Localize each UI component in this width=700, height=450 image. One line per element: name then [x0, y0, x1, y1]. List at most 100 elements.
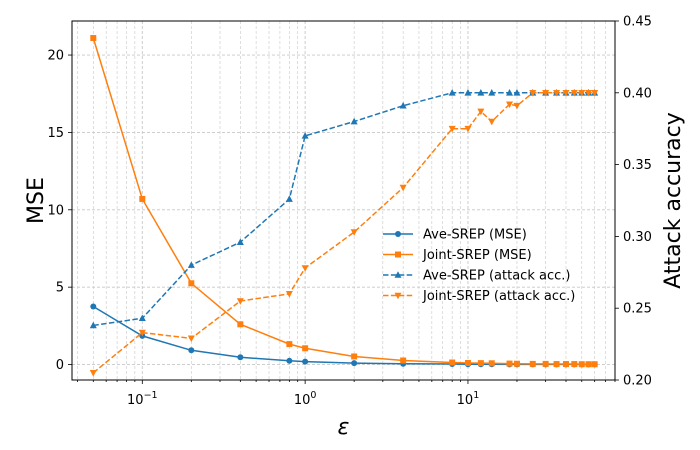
data-point	[301, 132, 309, 139]
legend-item: Ave-SREP (attack acc.)	[383, 269, 570, 284]
data-point	[553, 90, 561, 97]
data-point	[351, 360, 358, 367]
data-point	[448, 125, 456, 133]
data-point	[351, 353, 358, 360]
series-4	[89, 90, 599, 377]
data-point	[529, 360, 536, 367]
data-point	[90, 35, 97, 42]
data-point	[399, 101, 407, 109]
data-point	[286, 357, 293, 364]
data-point	[562, 361, 569, 368]
data-point	[350, 229, 358, 236]
data-point	[187, 261, 195, 268]
x-tick-label: 100	[294, 390, 317, 408]
data-point	[188, 280, 195, 287]
grid	[72, 21, 616, 380]
series-layer	[89, 35, 599, 377]
y-tick-label-left: 20	[47, 49, 64, 64]
data-point	[464, 125, 472, 133]
data-point	[301, 265, 309, 272]
data-point	[529, 90, 537, 97]
data-point	[488, 360, 495, 367]
data-point	[237, 321, 244, 328]
data-point	[585, 361, 592, 368]
data-point	[553, 361, 560, 368]
data-point	[138, 314, 146, 322]
data-point	[448, 89, 456, 96]
data-point	[506, 89, 514, 96]
y-tick-label-right: 0.45	[623, 15, 652, 30]
data-point	[477, 89, 485, 96]
series-line	[93, 92, 595, 327]
data-point	[513, 102, 521, 110]
legend-label: Joint-SREP (MSE)	[422, 248, 532, 263]
data-point	[578, 361, 585, 368]
data-point	[591, 90, 599, 97]
data-point	[399, 184, 407, 192]
series-3	[89, 89, 599, 329]
legend-marker	[395, 231, 401, 237]
data-point	[513, 89, 521, 96]
data-point	[302, 358, 309, 365]
legend-label: Joint-SREP (attack acc.)	[422, 289, 575, 304]
y-tick-label-right: 0.20	[623, 374, 652, 389]
data-point	[506, 101, 514, 109]
data-point	[89, 370, 97, 377]
data-point	[449, 359, 456, 366]
y-tick-label-right: 0.25	[623, 302, 652, 317]
data-point	[285, 195, 293, 202]
data-point	[188, 347, 195, 354]
series-line	[92, 37, 595, 365]
data-point	[400, 357, 407, 364]
y-tick-label-right: 0.35	[623, 158, 652, 173]
data-point	[350, 117, 358, 125]
legend-item: Joint-SREP (attack acc.)	[383, 289, 575, 304]
data-point	[187, 335, 195, 343]
x-tick-label: 10−1	[127, 390, 158, 408]
data-point	[464, 89, 472, 96]
data-point	[138, 329, 146, 337]
x-axis-title: ε	[338, 415, 350, 440]
data-point	[464, 359, 471, 366]
data-point	[302, 345, 309, 352]
y-axis-title-right: Attack accuracy	[661, 112, 686, 288]
data-point	[89, 321, 97, 329]
x-tick-label: 101	[457, 390, 480, 408]
data-point	[585, 90, 593, 97]
y-tick-label-left: 15	[47, 126, 64, 141]
data-point	[506, 360, 513, 367]
legend: Ave-SREP (MSE) Joint-SREP (MSE) Ave-SREP (…	[383, 228, 575, 304]
y-tick-label-left: 10	[47, 203, 64, 218]
data-point	[542, 360, 549, 367]
data-point	[477, 360, 484, 367]
data-point	[513, 360, 520, 367]
data-point	[90, 303, 97, 310]
data-point	[488, 118, 496, 126]
y-axis-title-left: MSE	[24, 177, 49, 224]
axes: 0 5 10 15 20 0.20 0.25 0.30 0.35 0.40 0.45 10−1 100 1…	[47, 15, 652, 409]
series-2	[90, 35, 598, 368]
data-point	[570, 90, 578, 97]
data-point	[236, 298, 244, 305]
series-line	[92, 92, 595, 374]
legend-label: Ave-SREP (attack acc.)	[423, 269, 570, 284]
data-point	[285, 291, 293, 298]
data-point	[236, 238, 244, 245]
data-point	[237, 354, 244, 361]
data-point	[488, 89, 496, 96]
plot-frame	[71, 20, 616, 381]
y-tick-label-left: 5	[56, 281, 64, 296]
legend-marker	[395, 251, 401, 258]
y-tick-label-right: 0.30	[623, 230, 652, 245]
data-point	[542, 90, 550, 97]
legend-marker	[394, 271, 402, 278]
data-point	[477, 108, 485, 116]
data-point	[571, 361, 578, 368]
legend-item: Ave-SREP (MSE)	[383, 228, 527, 243]
y-tick-label-right: 0.40	[623, 86, 652, 101]
legend-label: Ave-SREP (MSE)	[423, 228, 527, 243]
y-tick-label-left: 0	[56, 358, 64, 373]
legend-marker	[394, 292, 402, 300]
data-point	[578, 90, 586, 97]
data-point	[562, 90, 570, 97]
